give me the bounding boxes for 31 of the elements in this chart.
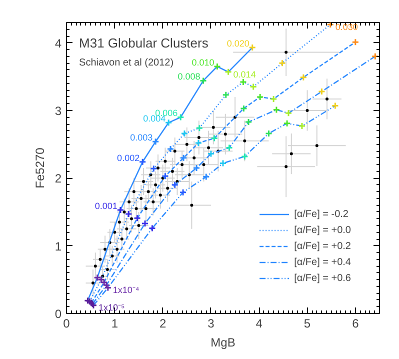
x-tick-label: 2 bbox=[159, 316, 166, 330]
y-tick-label: 2 bbox=[54, 172, 62, 186]
annotation: 0.030 bbox=[335, 22, 358, 32]
annotation: 1x10⁻⁵ bbox=[98, 302, 125, 312]
annotation: 0.010 bbox=[192, 57, 214, 68]
x-tick-label: 4 bbox=[256, 316, 263, 330]
x-tick-label: 6 bbox=[352, 316, 360, 330]
x-tick-label: 1 bbox=[111, 316, 118, 330]
annotation: 0.008 bbox=[178, 72, 200, 82]
y-axis-title: Fe5270 bbox=[32, 147, 47, 188]
legend-label: [α/Fe] = +0.6 bbox=[294, 272, 351, 285]
x-axis-title: MgB bbox=[210, 336, 236, 350]
legend-label: [α/Fe] = +0.2 bbox=[294, 240, 351, 253]
annotation: 0.014 bbox=[233, 69, 256, 80]
annotation: 0.020 bbox=[226, 38, 250, 49]
y-tick-label: 0 bbox=[54, 307, 62, 321]
legend-label: [α/Fe] = +0.4 bbox=[294, 256, 351, 269]
legend-label: [α/Fe] = +0.0 bbox=[294, 224, 351, 237]
annotation: 0.002 bbox=[117, 152, 140, 163]
text: Schiavon et al (2012) bbox=[79, 58, 174, 69]
x-tick-label: 5 bbox=[304, 316, 311, 330]
annotation: 0.001 bbox=[94, 200, 118, 211]
annotation: 1x10⁻⁴ bbox=[112, 284, 140, 295]
y-tick-label: 4 bbox=[54, 36, 62, 50]
x-tick-label: 3 bbox=[208, 316, 215, 330]
y-tick-label: 3 bbox=[54, 104, 62, 118]
x-tick-label: 0 bbox=[63, 316, 70, 330]
annotation: 0.003 bbox=[130, 132, 153, 143]
legend-label: [α/Fe] = -0.2 bbox=[294, 208, 348, 221]
text: M31 Globular Clusters bbox=[79, 35, 209, 50]
y-tick-label: 1 bbox=[54, 239, 62, 254]
